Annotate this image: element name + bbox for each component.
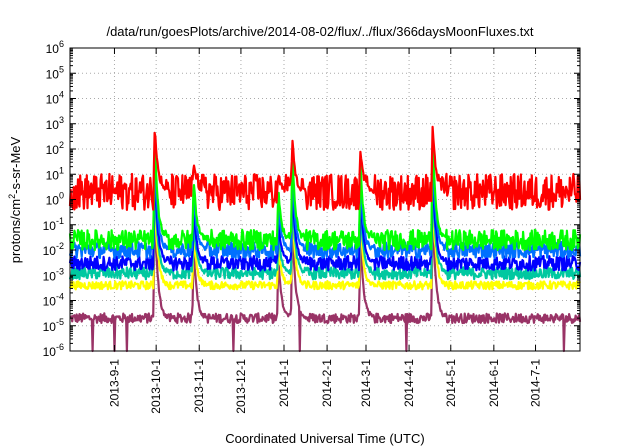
y-tick-label: 10-2: [43, 241, 64, 258]
x-tick-label: 2014-5-1: [444, 359, 458, 407]
series-line-6: [68, 125, 582, 211]
y-tick-base: 10: [43, 295, 57, 309]
y-tick-label: 103: [46, 115, 64, 132]
x-tick-label: 2014-1-1: [277, 359, 291, 407]
y-tick-exp: -4: [56, 292, 64, 302]
y-label-base: protons/cm: [8, 199, 23, 263]
y-tick-label: 10-5: [43, 317, 64, 334]
x-tick-label: 2013-12-1: [234, 359, 248, 414]
y-tick-exp: -6: [56, 342, 64, 352]
y-axis-ticks: 10-610-510-410-310-210-11001011021031041…: [43, 39, 580, 359]
y-tick-label: 10-4: [43, 292, 64, 309]
y-tick-label: 104: [46, 90, 64, 107]
y-tick-base: 10: [46, 168, 60, 182]
y-tick-label: 101: [46, 165, 64, 182]
y-tick-exp: -5: [56, 317, 64, 327]
y-tick-base: 10: [46, 118, 60, 132]
y-tick-base: 10: [43, 320, 57, 334]
x-tick-label: 2014-6-1: [487, 359, 501, 407]
x-tick-label: 2014-4-1: [402, 359, 416, 407]
y-tick-label: 106: [46, 39, 64, 56]
x-axis-label: Coordinated Universal Time (UTC): [225, 431, 424, 446]
y-tick-label: 10-6: [43, 342, 64, 359]
y-tick-label: 100: [46, 191, 64, 208]
x-tick-label: 2014-3-1: [359, 359, 373, 407]
y-tick-exp: -2: [56, 241, 64, 251]
y-tick-label: 10-3: [43, 266, 64, 283]
y-tick-label: 105: [46, 64, 64, 81]
y-tick-label: 10-1: [43, 216, 64, 233]
y-tick-exp: 4: [59, 90, 64, 100]
y-tick-exp: 6: [59, 39, 64, 49]
y-tick-base: 10: [43, 269, 57, 283]
y-tick-base: 10: [46, 194, 60, 208]
y-tick-exp: -1: [56, 216, 64, 226]
y-label-rest: -s-sr-MeV: [8, 136, 23, 193]
y-label-sup: 2: [7, 194, 17, 199]
series-layer: [68, 125, 582, 353]
x-tick-label: 2014-7-1: [529, 359, 543, 407]
x-tick-label: 2013-9-1: [107, 359, 121, 407]
x-axis-ticks: 2013-9-1 2013-10-1 2013-11-1 2013-12-1 2014-…: [107, 48, 543, 414]
y-tick-exp: 3: [59, 115, 64, 125]
x-tick-label: 2013-10-1: [149, 359, 163, 414]
y-tick-exp: -3: [56, 266, 64, 276]
y-tick-base: 10: [43, 244, 57, 258]
y-tick-base: 10: [46, 143, 60, 157]
x-tick-label: 2014-2-1: [320, 359, 334, 407]
y-tick-exp: 1: [59, 165, 64, 175]
y-axis-label: protons/cm2-s-sr-MeV: [7, 136, 23, 263]
y-tick-exp: 0: [59, 191, 64, 201]
y-tick-base: 10: [46, 93, 60, 107]
y-tick-exp: 2: [59, 140, 64, 150]
y-tick-base: 10: [43, 219, 57, 233]
y-tick-base: 10: [46, 67, 60, 81]
y-tick-label: 102: [46, 140, 64, 157]
y-tick-base: 10: [43, 345, 57, 359]
y-tick-base: 10: [46, 42, 60, 56]
chart-title: /data/run/goesPlots/archive/2014-08-02/f…: [106, 24, 533, 39]
y-tick-exp: 5: [59, 64, 64, 74]
x-tick-label: 2013-11-1: [192, 359, 206, 413]
